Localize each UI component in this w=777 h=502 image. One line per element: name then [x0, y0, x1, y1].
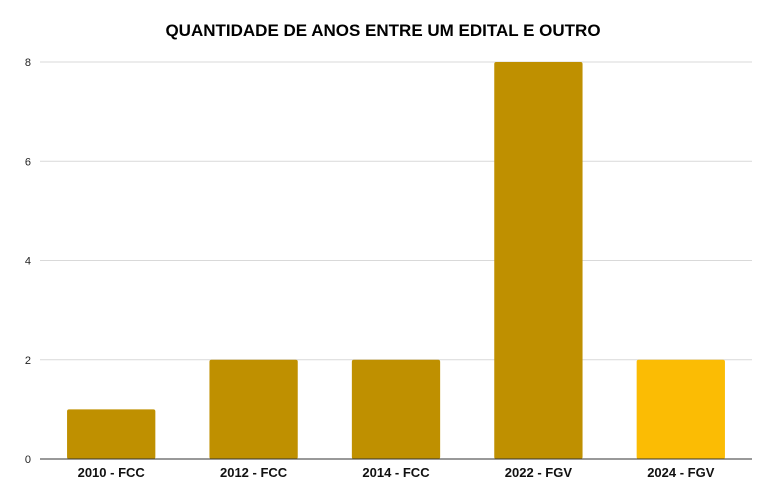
- x-tick-label: 2010 - FCC: [78, 465, 146, 480]
- y-tick-label: 4: [25, 256, 31, 268]
- gridlines: [40, 61, 752, 361]
- y-tick-label: 0: [25, 454, 31, 466]
- chart-title: QUANTIDADE DE ANOS ENTRE UM EDITAL E OUT…: [165, 21, 600, 40]
- x-tick-label: 2024 - FGV: [647, 465, 715, 480]
- y-axis-ticks: 0 2 4 6 8: [25, 57, 31, 466]
- x-axis-ticks: 2010 - FCC 2012 - FCC 2014 - FCC 2022 - FGV…: [78, 465, 715, 480]
- x-tick-label: 2014 - FCC: [362, 465, 430, 480]
- bars: [67, 62, 725, 459]
- bar-0: [67, 409, 156, 459]
- y-tick-label: 2: [25, 355, 31, 367]
- bar-4: [636, 359, 725, 459]
- x-tick-label: 2022 - FGV: [505, 465, 573, 480]
- bar-3: [494, 62, 583, 459]
- bar-2: [351, 359, 441, 459]
- y-tick-label: 6: [25, 156, 31, 168]
- y-tick-label: 8: [25, 57, 31, 69]
- bar-1: [209, 359, 298, 459]
- x-tick-label: 2012 - FCC: [220, 465, 288, 480]
